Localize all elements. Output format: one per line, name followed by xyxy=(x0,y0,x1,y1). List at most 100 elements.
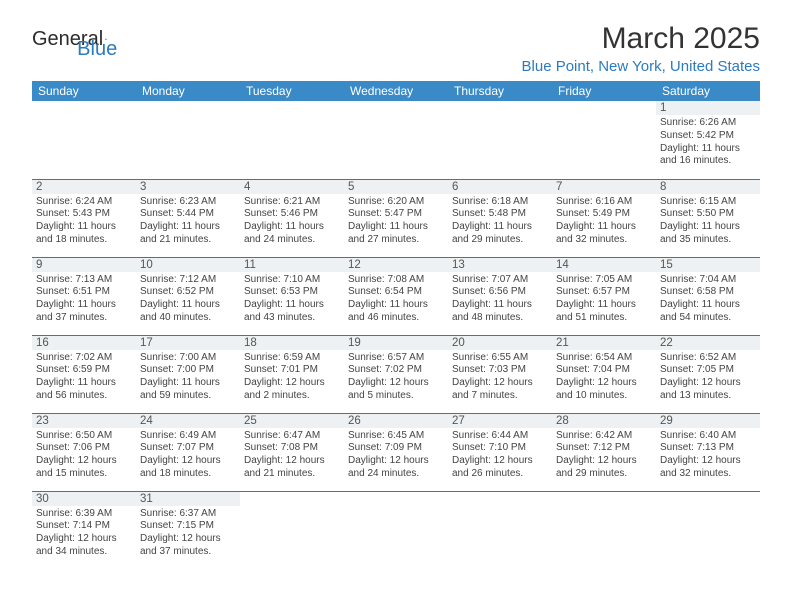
day-cell: 3 Sunrise: 6:23 AMSunset: 5:44 PMDaylight… xyxy=(136,179,240,257)
day-details: Sunrise: 6:54 AMSunset: 7:04 PMDaylight:… xyxy=(556,352,652,403)
day-cell: 31 Sunrise: 6:37 AMSunset: 7:15 PMDayligh… xyxy=(136,491,240,569)
day-details: Sunrise: 7:08 AMSunset: 6:54 PMDaylight:… xyxy=(348,274,444,325)
day-cell: 30 Sunrise: 6:39 AMSunset: 7:14 PMDayligh… xyxy=(32,491,136,569)
day-details: Sunrise: 7:13 AMSunset: 6:51 PMDaylight:… xyxy=(36,274,132,325)
day-number: 17 xyxy=(136,336,240,350)
day-details: Sunrise: 6:24 AMSunset: 5:43 PMDaylight:… xyxy=(36,196,132,247)
day-details: Sunrise: 6:44 AMSunset: 7:10 PMDaylight:… xyxy=(452,430,548,481)
calendar-row: 1Sunrise: 6:26 AMSunset: 5:42 PMDaylight… xyxy=(32,101,760,179)
day-number: 28 xyxy=(552,414,656,428)
day-number: 31 xyxy=(136,492,240,506)
day-number: 30 xyxy=(32,492,136,506)
day-details: Sunrise: 6:55 AMSunset: 7:03 PMDaylight:… xyxy=(452,352,548,403)
day-details: Sunrise: 6:23 AMSunset: 5:44 PMDaylight:… xyxy=(140,196,236,247)
day-details: Sunrise: 6:37 AMSunset: 7:15 PMDaylight:… xyxy=(140,508,236,559)
day-number: 9 xyxy=(32,258,136,272)
day-details: Sunrise: 6:20 AMSunset: 5:47 PMDaylight:… xyxy=(348,196,444,247)
day-number: 2 xyxy=(32,180,136,194)
day-details: Sunrise: 6:45 AMSunset: 7:09 PMDaylight:… xyxy=(348,430,444,481)
weekday-header: Tuesday xyxy=(240,81,344,101)
weekday-header: Monday xyxy=(136,81,240,101)
day-number: 23 xyxy=(32,414,136,428)
day-number: 7 xyxy=(552,180,656,194)
day-number: 20 xyxy=(448,336,552,350)
title-block: March 2025 Blue Point, New York, United … xyxy=(522,22,760,75)
day-details: Sunrise: 7:10 AMSunset: 6:53 PMDaylight:… xyxy=(244,274,340,325)
calendar-table: SundayMondayTuesdayWednesdayThursdayFrid… xyxy=(32,81,760,569)
day-details: Sunrise: 6:59 AMSunset: 7:01 PMDaylight:… xyxy=(244,352,340,403)
day-cell: 16 Sunrise: 7:02 AMSunset: 6:59 PMDayligh… xyxy=(32,335,136,413)
day-cell: 6Sunrise: 6:18 AMSunset: 5:48 PMDaylight… xyxy=(448,179,552,257)
day-details: Sunrise: 6:26 AMSunset: 5:42 PMDaylight:… xyxy=(660,117,756,168)
day-number: 4 xyxy=(240,180,344,194)
day-details: Sunrise: 6:15 AMSunset: 5:50 PMDaylight:… xyxy=(660,196,756,247)
day-details: Sunrise: 7:05 AMSunset: 6:57 PMDaylight:… xyxy=(556,274,652,325)
day-number: 25 xyxy=(240,414,344,428)
day-number: 18 xyxy=(240,336,344,350)
day-number: 10 xyxy=(136,258,240,272)
day-details: Sunrise: 7:07 AMSunset: 6:56 PMDaylight:… xyxy=(452,274,548,325)
empty-cell xyxy=(344,491,448,569)
day-cell: 19 Sunrise: 6:57 AMSunset: 7:02 PMDayligh… xyxy=(344,335,448,413)
day-number: 3 xyxy=(136,180,240,194)
empty-cell xyxy=(136,101,240,179)
day-cell: 4Sunrise: 6:21 AMSunset: 5:46 PMDaylight… xyxy=(240,179,344,257)
day-details: Sunrise: 6:42 AMSunset: 7:12 PMDaylight:… xyxy=(556,430,652,481)
calendar-row: 16 Sunrise: 7:02 AMSunset: 6:59 PMDayligh… xyxy=(32,335,760,413)
day-number: 14 xyxy=(552,258,656,272)
calendar-body: 1Sunrise: 6:26 AMSunset: 5:42 PMDaylight… xyxy=(32,101,760,569)
day-cell: 17 Sunrise: 7:00 AMSunset: 7:00 PMDayligh… xyxy=(136,335,240,413)
day-number: 15 xyxy=(656,258,760,272)
empty-cell xyxy=(656,491,760,569)
weekday-header: Saturday xyxy=(656,81,760,101)
day-cell: 13 Sunrise: 7:07 AMSunset: 6:56 PMDayligh… xyxy=(448,257,552,335)
day-cell: 9 Sunrise: 7:13 AMSunset: 6:51 PMDaylight… xyxy=(32,257,136,335)
day-details: Sunrise: 6:57 AMSunset: 7:02 PMDaylight:… xyxy=(348,352,444,403)
weekday-header-row: SundayMondayTuesdayWednesdayThursdayFrid… xyxy=(32,81,760,101)
calendar-row: 9 Sunrise: 7:13 AMSunset: 6:51 PMDaylight… xyxy=(32,257,760,335)
day-number: 19 xyxy=(344,336,448,350)
day-cell: 1Sunrise: 6:26 AMSunset: 5:42 PMDaylight… xyxy=(656,101,760,179)
day-details: Sunrise: 6:39 AMSunset: 7:14 PMDaylight:… xyxy=(36,508,132,559)
empty-cell xyxy=(32,101,136,179)
location-text: Blue Point, New York, United States xyxy=(522,58,760,75)
empty-cell xyxy=(240,491,344,569)
header: General Blue March 2025 Blue Point, New … xyxy=(32,22,760,75)
day-number: 21 xyxy=(552,336,656,350)
day-cell: 2 Sunrise: 6:24 AMSunset: 5:43 PMDaylight… xyxy=(32,179,136,257)
empty-cell xyxy=(448,491,552,569)
weekday-header: Thursday xyxy=(448,81,552,101)
day-cell: 25Sunrise: 6:47 AMSunset: 7:08 PMDayligh… xyxy=(240,413,344,491)
weekday-header: Sunday xyxy=(32,81,136,101)
day-cell: 22Sunrise: 6:52 AMSunset: 7:05 PMDayligh… xyxy=(656,335,760,413)
day-details: Sunrise: 6:49 AMSunset: 7:07 PMDaylight:… xyxy=(140,430,236,481)
day-details: Sunrise: 6:40 AMSunset: 7:13 PMDaylight:… xyxy=(660,430,756,481)
weekday-header: Friday xyxy=(552,81,656,101)
month-title: March 2025 xyxy=(522,22,760,56)
day-cell: 15Sunrise: 7:04 AMSunset: 6:58 PMDayligh… xyxy=(656,257,760,335)
logo: General Blue xyxy=(32,22,165,51)
day-number: 12 xyxy=(344,258,448,272)
day-number: 5 xyxy=(344,180,448,194)
day-cell: 5 Sunrise: 6:20 AMSunset: 5:47 PMDaylight… xyxy=(344,179,448,257)
day-number: 8 xyxy=(656,180,760,194)
day-cell: 10Sunrise: 7:12 AMSunset: 6:52 PMDayligh… xyxy=(136,257,240,335)
day-cell: 12 Sunrise: 7:08 AMSunset: 6:54 PMDayligh… xyxy=(344,257,448,335)
day-number: 13 xyxy=(448,258,552,272)
day-number: 16 xyxy=(32,336,136,350)
day-number: 26 xyxy=(344,414,448,428)
day-cell: 23 Sunrise: 6:50 AMSunset: 7:06 PMDayligh… xyxy=(32,413,136,491)
day-details: Sunrise: 7:00 AMSunset: 7:00 PMDaylight:… xyxy=(140,352,236,403)
day-details: Sunrise: 7:02 AMSunset: 6:59 PMDaylight:… xyxy=(36,352,132,403)
day-details: Sunrise: 6:50 AMSunset: 7:06 PMDaylight:… xyxy=(36,430,132,481)
day-number: 11 xyxy=(240,258,344,272)
calendar-row: 2 Sunrise: 6:24 AMSunset: 5:43 PMDaylight… xyxy=(32,179,760,257)
day-cell: 24Sunrise: 6:49 AMSunset: 7:07 PMDayligh… xyxy=(136,413,240,491)
day-details: Sunrise: 6:18 AMSunset: 5:48 PMDaylight:… xyxy=(452,196,548,247)
day-cell: 8 Sunrise: 6:15 AMSunset: 5:50 PMDaylight… xyxy=(656,179,760,257)
calendar-row: 23 Sunrise: 6:50 AMSunset: 7:06 PMDayligh… xyxy=(32,413,760,491)
day-number: 27 xyxy=(448,414,552,428)
logo-text-2: Blue xyxy=(77,38,117,61)
day-number: 29 xyxy=(656,414,760,428)
day-cell: 20 Sunrise: 6:55 AMSunset: 7:03 PMDayligh… xyxy=(448,335,552,413)
